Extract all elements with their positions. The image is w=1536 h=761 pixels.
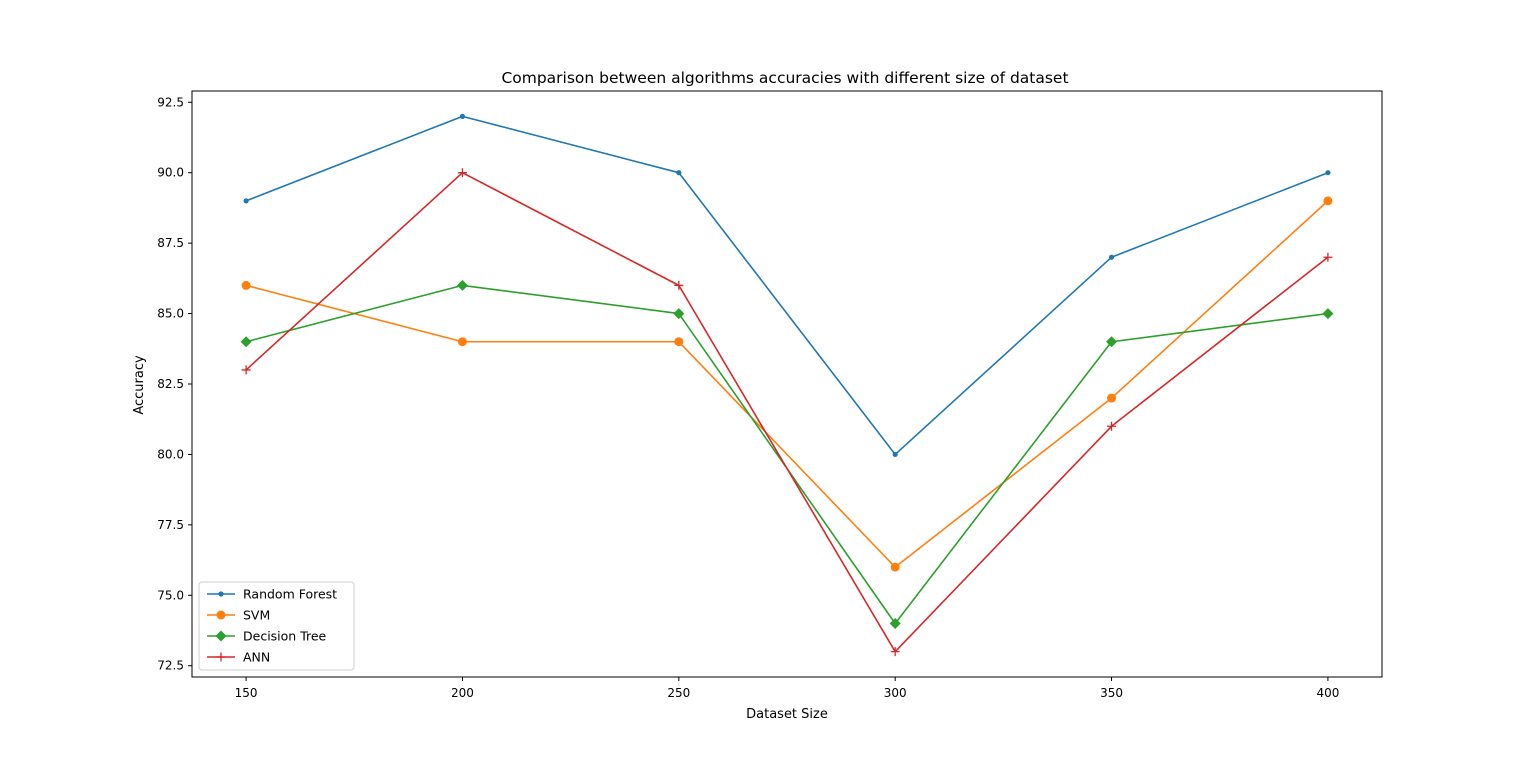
x-tick-label: 350 — [1100, 686, 1123, 700]
data-point-ann — [1107, 421, 1117, 431]
x-axis-label: Dataset Size — [746, 707, 828, 722]
data-point-random-forest — [459, 113, 466, 119]
legend-item-decision-tree: Decision Tree — [207, 629, 327, 644]
legend-marker-decision-tree — [215, 630, 227, 642]
y-axis: 72.5 75.0 77.5 80.0 82.5 85.0 87.5 90.0 92.5 — [157, 95, 192, 673]
legend-label: Decision Tree — [243, 629, 327, 644]
series-ann — [241, 168, 1333, 657]
data-point-decision-tree — [456, 279, 468, 291]
legend-marker-svm — [216, 610, 226, 620]
data-point-random-forest — [676, 170, 682, 176]
data-point-decision-tree — [240, 336, 252, 348]
series-svm — [241, 196, 1333, 572]
y-tick-label: 92.5 — [157, 95, 184, 109]
data-point-svm — [1323, 196, 1333, 206]
data-point-decision-tree — [889, 617, 901, 629]
data-point-random-forest — [243, 198, 249, 204]
legend-marker-ann — [216, 652, 226, 662]
data-point-random-forest — [892, 451, 898, 458]
legend-item-ann: ANN — [207, 650, 270, 665]
data-point-random-forest — [1325, 170, 1331, 176]
x-tick-label: 150 — [235, 686, 258, 700]
data-point-decision-tree — [1106, 336, 1118, 348]
y-tick-label: 77.5 — [157, 518, 184, 532]
data-point-ann — [1323, 252, 1333, 262]
series-line-random-forest — [245, 115, 1329, 456]
data-point-ann — [674, 280, 684, 290]
x-tick-label: 200 — [451, 686, 474, 700]
series-random-forest — [243, 113, 1331, 458]
legend: Random Forest SVM Decision Tree ANN — [198, 581, 355, 671]
y-tick-label: 82.5 — [157, 377, 184, 391]
data-point-decision-tree — [673, 308, 685, 320]
x-tick-label: 250 — [667, 686, 690, 700]
x-tick-label: 300 — [884, 686, 907, 700]
legend-label: SVM — [243, 608, 270, 623]
legend-label: ANN — [243, 650, 270, 665]
series-layer — [240, 113, 1334, 657]
legend-marker-random-forest — [218, 591, 224, 597]
series-line-ann — [245, 171, 1329, 653]
y-tick-label: 80.0 — [157, 447, 184, 461]
y-tick-label: 85.0 — [157, 307, 184, 321]
data-point-svm — [1107, 393, 1117, 403]
data-point-random-forest — [1108, 254, 1115, 260]
y-tick-label: 72.5 — [157, 659, 184, 673]
x-tick-label: 400 — [1316, 686, 1339, 700]
legend-box — [198, 581, 355, 671]
legend-label: Random Forest — [243, 587, 337, 602]
legend-item-random-forest: Random Forest — [207, 587, 337, 602]
chart-title: Comparison between algorithms accuracies… — [501, 69, 1068, 87]
y-tick-label: 90.0 — [157, 166, 184, 180]
data-point-ann — [241, 365, 251, 375]
y-tick-label: 75.0 — [157, 588, 184, 602]
plot-area — [191, 90, 1383, 678]
legend-item-svm: SVM — [207, 608, 270, 623]
data-point-decision-tree — [1322, 308, 1334, 320]
data-point-ann — [890, 647, 900, 657]
data-point-svm — [241, 280, 251, 290]
y-tick-label: 87.5 — [157, 236, 184, 250]
y-axis-label: Accuracy — [132, 355, 147, 415]
data-point-svm — [457, 337, 467, 347]
data-point-ann — [457, 168, 467, 178]
x-axis: 150 200 250 300 350 400 — [235, 677, 1339, 700]
data-point-svm — [890, 562, 900, 572]
series-line-svm — [245, 200, 1329, 568]
data-point-svm — [674, 337, 684, 347]
